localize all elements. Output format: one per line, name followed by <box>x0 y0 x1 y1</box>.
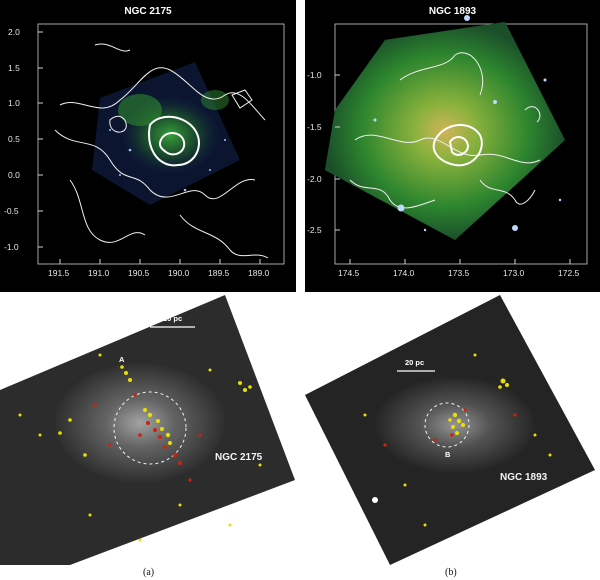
x-tick-label: 190.0 <box>168 268 190 278</box>
nebula-glow <box>375 377 535 473</box>
caption-a: (a) <box>143 567 155 578</box>
y-axis-ticks: 2.0 1.5 1.0 0.5 0.0 -0.5 -1.0 <box>4 27 43 252</box>
cluster-label-ngc1893: NGC 1893 <box>500 472 548 483</box>
ngc2175-yso-markers <box>18 353 262 542</box>
panel-title-ngc2175: NGC 2175 <box>124 6 172 17</box>
co-contours-inner <box>432 124 483 167</box>
y-tick-label: -2.0 <box>307 174 322 184</box>
ngc2175-stars <box>109 129 226 192</box>
x-tick-label: 173.5 <box>448 268 470 278</box>
y-tick-label: -2.5 <box>307 225 322 235</box>
ngc1893-yso-markers <box>363 353 552 527</box>
y-tick-label: 2.0 <box>8 27 20 37</box>
ngc1893-contour-plot: -1.0 -1.5 -2.0 -2.5 174.5 174.0 173.5 17… <box>307 15 588 278</box>
x-tick-label: 190.5 <box>128 268 150 278</box>
y-tick-label: -1.0 <box>4 242 19 252</box>
x-axis-ticks: 191.5 191.0 190.5 190.0 189.5 189.0 <box>48 259 270 278</box>
marker-label-b: B <box>445 450 451 459</box>
x-tick-label: 172.5 <box>558 268 580 278</box>
panel-ngc2175-greyscale: 20 pc A NGC 2175 <box>0 295 295 565</box>
ngc2175-contour-plot: 2.0 1.5 1.0 0.5 0.0 -0.5 -1.0 191.5 191.… <box>4 23 285 278</box>
x-tick-label: 191.0 <box>88 268 110 278</box>
x-tick-label: 174.5 <box>338 268 360 278</box>
x-tick-label: 174.0 <box>393 268 415 278</box>
co-contours-inner <box>148 115 200 167</box>
dust-emission <box>325 22 565 240</box>
x-tick-label: 189.0 <box>248 268 270 278</box>
cluster-circle <box>113 391 187 465</box>
y-tick-label: 0.5 <box>8 134 20 144</box>
cluster-label-ngc2175: NGC 2175 <box>215 452 263 463</box>
dust-emission <box>201 90 229 110</box>
dust-emission <box>118 94 162 126</box>
x-tick-label: 173.0 <box>503 268 525 278</box>
y-tick-label: 1.5 <box>8 63 20 73</box>
y-axis-ticks: -1.0 -1.5 -2.0 -2.5 <box>307 70 340 235</box>
panel-title-ngc1893: NGC 1893 <box>428 6 477 17</box>
panel-ngc1893-contour: NGC 1893 <box>305 0 600 292</box>
caption-b: (b) <box>445 567 457 578</box>
y-tick-label: 0.0 <box>8 170 20 180</box>
x-axis-ticks: 174.5 174.0 173.5 173.0 172.5 <box>338 259 580 278</box>
x-tick-label: 189.5 <box>208 268 230 278</box>
y-tick-label: -1.0 <box>307 70 322 80</box>
nebula-glow <box>55 363 225 483</box>
scale-label: 20 pc <box>163 314 182 323</box>
panel-ngc1893-greyscale: 20 pc B NGC 1893 <box>305 295 595 565</box>
scale-label: 20 pc <box>405 358 424 367</box>
marker-label-a: A <box>119 355 125 364</box>
x-tick-label: 191.5 <box>48 268 70 278</box>
cluster-circle <box>424 402 470 448</box>
plot-frame <box>37 23 285 265</box>
y-tick-label: 1.0 <box>8 98 20 108</box>
panel-ngc2175-contour: NGC 2175 <box>0 0 296 292</box>
y-tick-label: -0.5 <box>4 206 19 216</box>
co-contours <box>349 52 541 209</box>
y-tick-label: -1.5 <box>307 122 322 132</box>
ngc1893-stars <box>373 15 562 232</box>
co-contours <box>54 43 269 259</box>
